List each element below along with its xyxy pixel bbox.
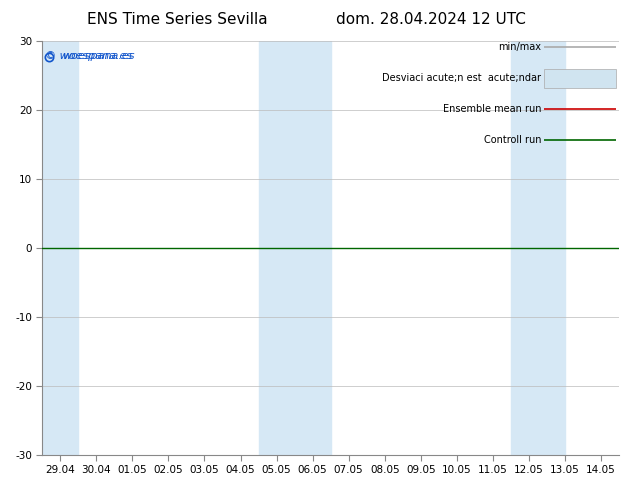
Bar (259, 41, 331, 455)
Bar (511, 41, 565, 455)
Text: Desviaci acute;n est  acute;ndar: Desviaci acute;n est acute;ndar (382, 74, 541, 83)
Text: Ensemble mean run: Ensemble mean run (443, 104, 541, 114)
Text: ENS Time Series Sevilla: ENS Time Series Sevilla (87, 12, 268, 27)
Text: dom. 28.04.2024 12 UTC: dom. 28.04.2024 12 UTC (336, 12, 526, 27)
Bar (42, 41, 79, 455)
Text: © woespana.es: © woespana.es (45, 51, 133, 61)
Text: Controll run: Controll run (484, 135, 541, 146)
Text: woespana.es: woespana.es (63, 51, 135, 61)
Bar (544, 69, 616, 88)
Text: min/max: min/max (498, 42, 541, 52)
